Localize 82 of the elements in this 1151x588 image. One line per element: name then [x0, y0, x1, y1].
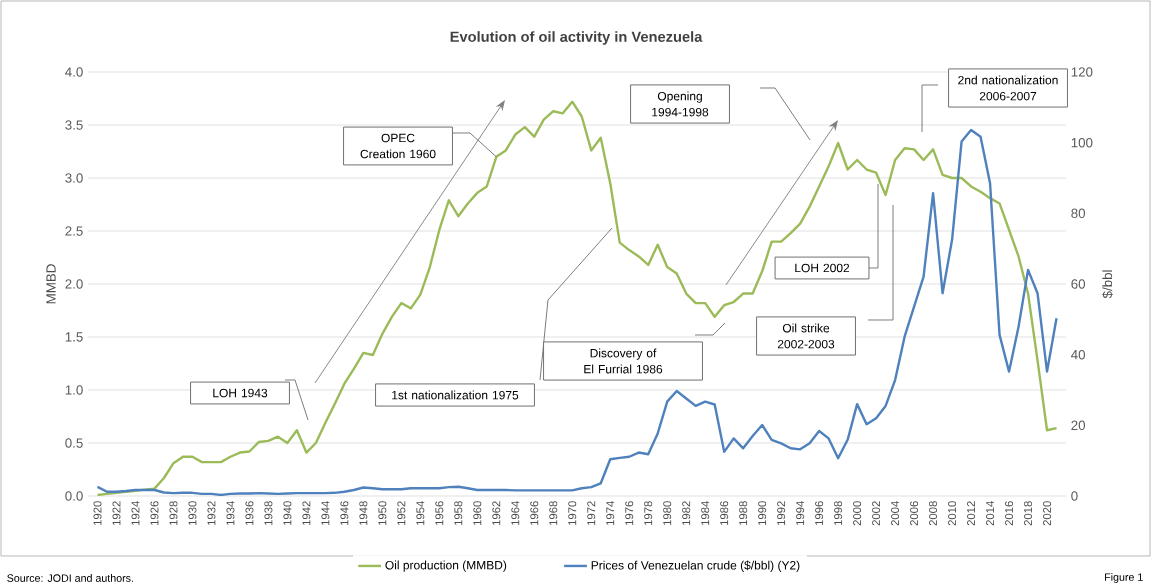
x-tick-label: 1994: [796, 501, 805, 526]
chart-title: Evolution of oil activity in Venezuela: [450, 31, 703, 45]
x-tick-label: 1982: [682, 501, 691, 526]
x-tick-label: 2002: [872, 501, 881, 526]
annotation: LOH 2002: [795, 263, 850, 273]
x-tick-label: 1954: [416, 501, 425, 526]
x-tick-label: 1980: [663, 501, 672, 526]
x-tick-label: 2014: [986, 501, 995, 526]
x-tick-label: 2020: [1043, 501, 1052, 526]
x-tick-label: 1948: [359, 501, 368, 526]
y2-tick-label: 100: [1071, 137, 1093, 148]
x-tick-label: 1926: [150, 501, 159, 526]
x-tick-label: 1928: [169, 501, 178, 526]
x-tick-label: 1946: [340, 501, 349, 526]
annotation: LOH 1943: [213, 388, 268, 398]
x-tick-label: 2010: [948, 501, 957, 526]
y-tick-label: 4.0: [65, 67, 83, 77]
x-tick-label: 1956: [435, 501, 444, 526]
y2-axis-title: $/bbl: [1102, 270, 1113, 299]
x-tick-label: 2008: [929, 501, 938, 526]
y-tick-label: 0.0: [65, 491, 83, 501]
x-tick-label: 2000: [853, 501, 862, 526]
x-tick-label: 1966: [530, 501, 539, 526]
x-tick-label: 1940: [283, 501, 292, 526]
x-tick-label: 1960: [473, 501, 482, 526]
x-tick-label: 1952: [397, 501, 406, 526]
x-tick-label: 1964: [511, 501, 520, 526]
x-tick-label: 1938: [264, 501, 273, 526]
x-tick-label: 1930: [188, 501, 197, 526]
x-tick-label: 1978: [644, 501, 653, 526]
x-tick-label: 1936: [245, 501, 254, 526]
legend-label: Prices of Venezuelan crude ($/bbl) (Y2): [591, 560, 800, 572]
y2-tick-label: 80: [1071, 208, 1086, 219]
x-tick-label: 1972: [587, 501, 596, 526]
y-tick-label: 3.0: [65, 173, 83, 183]
x-tick-label: 1988: [739, 501, 748, 526]
annotation: 2nd nationalization 2006-2007: [958, 75, 1058, 101]
x-tick-label: 1998: [834, 501, 843, 526]
x-tick-label: 1922: [112, 501, 121, 526]
x-tick-label: 1976: [625, 501, 634, 526]
x-tick-label: 2018: [1024, 501, 1033, 526]
x-tick-label: 1990: [758, 501, 767, 526]
x-tick-label: 1932: [207, 501, 216, 526]
x-tick-label: 1958: [454, 501, 463, 526]
annotation: Opening 1994-1998: [652, 91, 709, 117]
y-axis-title: MMBD: [46, 264, 56, 304]
annotation: 1st nationalization 1975: [392, 390, 519, 400]
y-tick-label: 0.5: [65, 438, 83, 448]
x-tick-label: 1950: [378, 501, 387, 526]
annotation: OPEC Creation 1960: [360, 133, 436, 159]
y2-tick-label: 60: [1071, 279, 1086, 289]
x-tick-label: 1996: [815, 501, 824, 526]
x-tick-label: 2012: [967, 501, 976, 526]
x-tick-label: 1986: [720, 501, 729, 526]
x-tick-label: 1992: [777, 501, 786, 526]
y-tick-label: 1.0: [65, 385, 83, 395]
y-tick-label: 1.5: [65, 332, 83, 342]
x-tick-label: 1934: [226, 501, 235, 526]
x-tick-label: 1924: [131, 501, 140, 526]
y2-tick-label: 0: [1071, 491, 1078, 501]
y2-tick-label: 40: [1071, 349, 1086, 360]
y2-tick-label: 20: [1071, 420, 1086, 431]
annotation: Oil strike 2002-2003: [777, 323, 835, 349]
x-tick-label: 1974: [606, 501, 615, 526]
x-tick-label: 1968: [549, 501, 558, 526]
x-tick-label: 2006: [910, 501, 919, 526]
y2-tick-label: 120: [1071, 67, 1093, 77]
x-tick-label: 1984: [701, 501, 710, 526]
x-tick-label: 1944: [321, 501, 330, 526]
x-tick-label: 1962: [492, 501, 501, 526]
x-tick-label: 2016: [1005, 501, 1014, 526]
y-tick-label: 2.5: [65, 226, 83, 236]
y-tick-label: 3.5: [65, 120, 83, 130]
source-note: Source: JODI and authors.: [7, 574, 133, 582]
y-tick-label: 2.0: [65, 279, 83, 289]
x-tick-label: 1942: [302, 501, 311, 526]
annotation: Discovery of El Furrial 1986: [584, 348, 663, 374]
x-tick-label: 1920: [93, 501, 102, 526]
x-tick-label: 2004: [891, 501, 900, 526]
legend-label: Oil production (MMBD): [385, 560, 507, 572]
caption: Figure 1: [1105, 573, 1143, 583]
x-tick-label: 1970: [568, 501, 577, 526]
